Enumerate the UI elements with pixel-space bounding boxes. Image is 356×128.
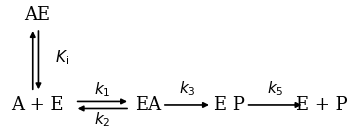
Text: $\mathit{K}_{\mathrm{i}}$: $\mathit{K}_{\mathrm{i}}$ [55, 48, 69, 67]
Text: E + P: E + P [296, 96, 348, 114]
Text: $\mathit{k}_{1}$: $\mathit{k}_{1}$ [94, 81, 111, 99]
Text: E P: E P [214, 96, 245, 114]
Text: $\mathit{k}_{3}$: $\mathit{k}_{3}$ [179, 79, 195, 98]
Text: AE: AE [24, 6, 51, 24]
Text: $\mathit{k}_{2}$: $\mathit{k}_{2}$ [94, 111, 111, 128]
Text: $\mathit{k}_{5}$: $\mathit{k}_{5}$ [267, 79, 283, 98]
Text: A + E: A + E [11, 96, 64, 114]
Text: EA: EA [135, 96, 161, 114]
